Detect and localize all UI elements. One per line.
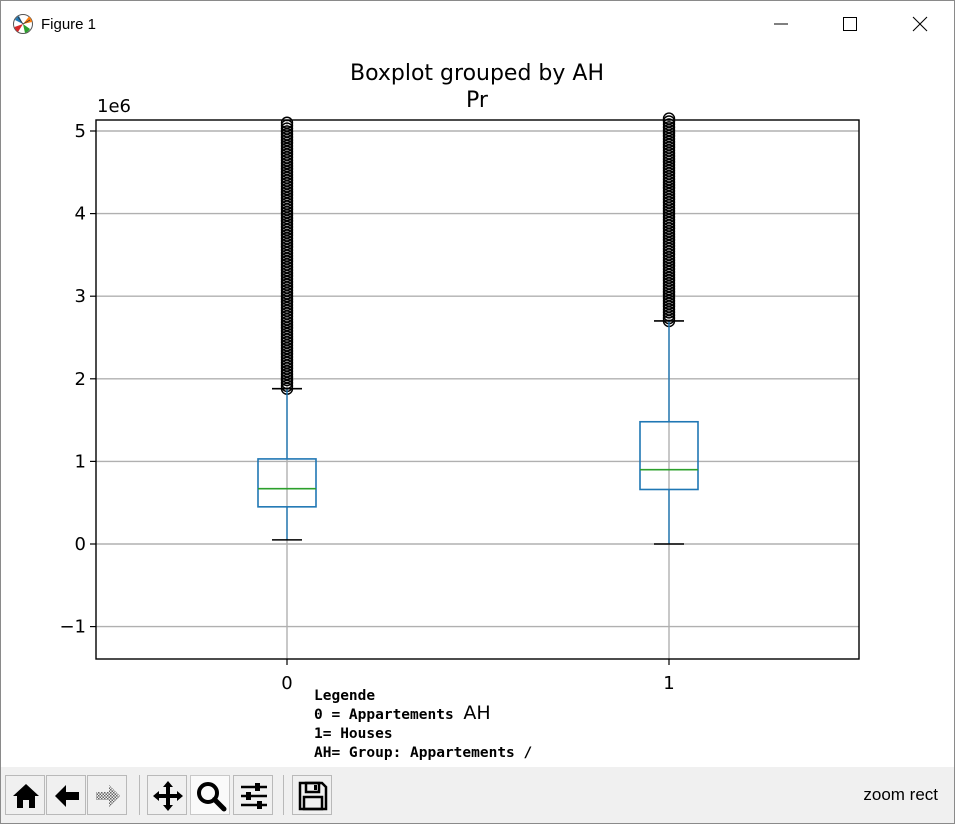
y-tick-label: 4 — [75, 204, 86, 225]
y-tick-label: 1 — [75, 451, 86, 472]
chart-title: Boxplot grouped by AH — [350, 61, 604, 86]
legend-note-line: 1= Houses — [314, 726, 393, 742]
minimize-button[interactable] — [758, 1, 804, 47]
forward-arrow-icon — [96, 785, 120, 807]
y-tick-label: 5 — [75, 121, 86, 142]
close-button[interactable] — [897, 1, 943, 47]
zoom-button[interactable] — [190, 775, 230, 815]
boxplot-chart[interactable]: Boxplot grouped by AH Pr 1e6 AH −1 0 1 2 3 4 5… — [1, 47, 954, 767]
back-arrow-icon — [55, 785, 79, 807]
toolbar-separator — [139, 775, 140, 815]
save-disk-icon — [298, 781, 328, 811]
matplotlib-logo-icon — [13, 14, 33, 34]
y-tick-label: 0 — [75, 534, 86, 555]
y-tick-label: 2 — [75, 369, 86, 390]
minimize-icon — [774, 23, 788, 25]
legend-note: Legende 0 = Appartements 1= Houses AH= G… — [314, 687, 532, 763]
y-tick-label: 3 — [75, 286, 86, 307]
toolbar-separator — [283, 775, 284, 815]
outlier-point — [662, 112, 676, 125]
zoom-magnifier-icon — [197, 782, 227, 812]
title-bar: Figure 1 — [1, 1, 954, 47]
window-title: Figure 1 — [41, 16, 97, 33]
outlier-point — [280, 122, 294, 135]
outlier-point — [662, 118, 676, 131]
legend-note-line: Legende — [314, 688, 376, 704]
x-tick-label: 0 — [281, 673, 292, 694]
outlier-point — [280, 125, 294, 138]
pan-move-icon — [153, 781, 183, 811]
legend-note-line: 0 = Appartements — [314, 707, 454, 723]
home-button[interactable] — [5, 775, 45, 815]
maximize-button[interactable] — [827, 1, 873, 47]
status-text: zoom rect — [863, 785, 938, 804]
sliders-icon — [241, 783, 267, 809]
chart-subtitle: Pr — [466, 88, 489, 113]
forward-button[interactable] — [87, 775, 127, 815]
axes-frame — [95, 119, 860, 660]
home-icon — [13, 784, 39, 808]
legend-note-line: AH= Group: Appartements / — [314, 745, 533, 761]
maximize-icon — [843, 17, 857, 31]
close-icon — [912, 16, 928, 32]
configure-subplots-button[interactable] — [233, 775, 273, 815]
x-tick-label: 1 — [663, 673, 674, 694]
outlier-point — [662, 121, 676, 134]
navigation-toolbar: zoom rect — [1, 767, 954, 823]
pan-button[interactable] — [147, 775, 187, 815]
outlier-point — [280, 116, 294, 129]
outlier-point — [662, 115, 676, 128]
x-axis-label: AH — [463, 702, 490, 724]
save-button[interactable] — [292, 775, 332, 815]
box-iqr — [639, 420, 699, 491]
back-button[interactable] — [46, 775, 86, 815]
box-iqr — [257, 458, 317, 508]
y-offset-label: 1e6 — [97, 96, 131, 117]
figure-canvas[interactable]: Boxplot grouped by AH Pr 1e6 AH −1 0 1 2 3 4 5… — [1, 47, 954, 767]
y-tick-label: −1 — [59, 617, 86, 638]
